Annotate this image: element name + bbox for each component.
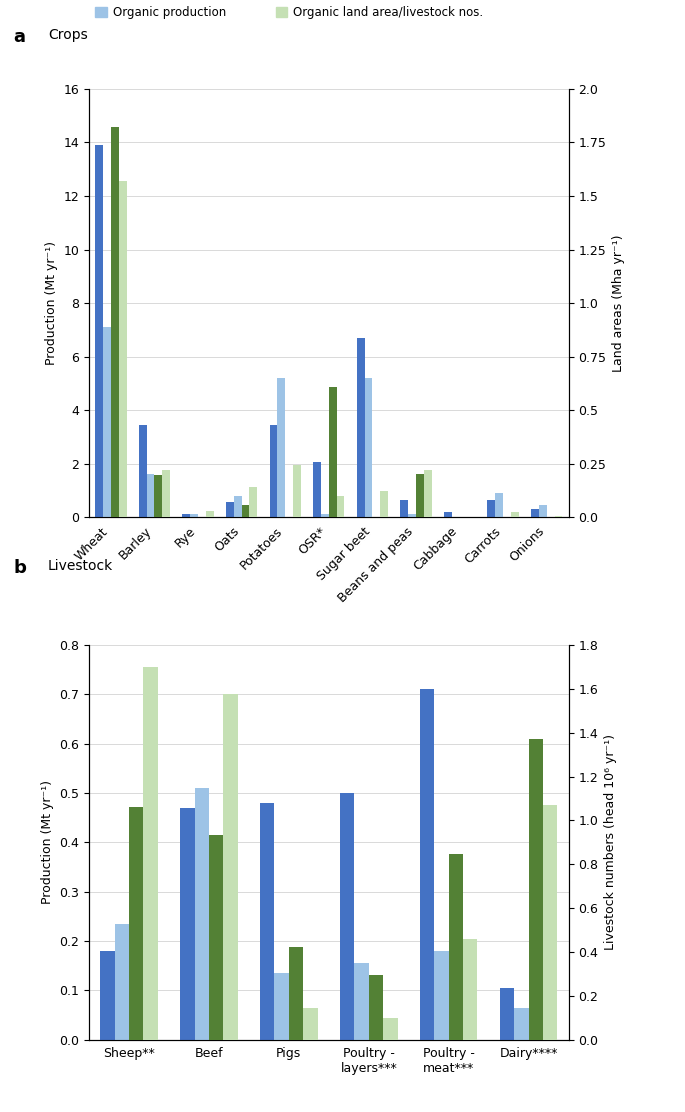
Bar: [289, 946, 303, 1040]
Bar: [234, 496, 242, 517]
Bar: [103, 327, 111, 517]
Bar: [420, 689, 434, 1040]
Bar: [147, 474, 154, 517]
Bar: [340, 793, 354, 1040]
Bar: [226, 503, 234, 517]
Bar: [206, 510, 214, 517]
Bar: [416, 474, 424, 517]
Bar: [531, 509, 539, 517]
Bar: [511, 512, 519, 517]
Bar: [275, 973, 289, 1040]
Bar: [500, 987, 514, 1040]
Bar: [293, 465, 301, 517]
Y-axis label: Livestock numbers (head 10⁶ yr⁻¹): Livestock numbers (head 10⁶ yr⁻¹): [604, 734, 616, 951]
Bar: [488, 499, 495, 517]
Bar: [114, 924, 129, 1040]
Bar: [555, 516, 562, 517]
Text: Livestock: Livestock: [48, 559, 113, 574]
Bar: [383, 1017, 397, 1040]
Bar: [143, 667, 158, 1040]
Bar: [162, 470, 170, 517]
Bar: [95, 146, 103, 517]
Bar: [543, 805, 558, 1040]
Bar: [209, 835, 223, 1040]
Bar: [329, 387, 336, 517]
Bar: [514, 1007, 529, 1040]
Bar: [444, 512, 451, 517]
Bar: [539, 505, 547, 517]
Bar: [182, 515, 190, 517]
Bar: [249, 487, 258, 517]
Bar: [449, 854, 463, 1040]
Bar: [223, 694, 238, 1040]
Text: b: b: [14, 559, 27, 577]
Bar: [190, 515, 198, 517]
Bar: [463, 939, 477, 1040]
Bar: [495, 493, 503, 517]
Bar: [364, 378, 373, 517]
Bar: [242, 505, 249, 517]
Bar: [313, 463, 321, 517]
Bar: [380, 492, 388, 517]
Bar: [424, 470, 432, 517]
Bar: [260, 803, 275, 1040]
Bar: [336, 496, 345, 517]
Bar: [321, 515, 329, 517]
Bar: [357, 338, 364, 517]
Bar: [195, 788, 209, 1040]
Y-axis label: Production (Mt yr⁻¹): Production (Mt yr⁻¹): [45, 241, 58, 365]
Bar: [100, 951, 114, 1040]
Text: Crops: Crops: [48, 28, 88, 42]
Bar: [180, 807, 195, 1040]
Legend: Conventional production, Organic production, Conventional land area/livestock no: Conventional production, Organic product…: [95, 0, 515, 19]
Bar: [154, 475, 162, 517]
Bar: [354, 963, 369, 1040]
Bar: [529, 739, 543, 1040]
Text: a: a: [14, 28, 26, 46]
Bar: [129, 807, 143, 1040]
Bar: [434, 951, 449, 1040]
Bar: [277, 378, 285, 517]
Y-axis label: Land areas (Mha yr⁻¹): Land areas (Mha yr⁻¹): [612, 235, 625, 371]
Y-axis label: Production (Mt yr⁻¹): Production (Mt yr⁻¹): [41, 781, 53, 904]
Bar: [303, 1007, 318, 1040]
Bar: [111, 128, 119, 517]
Bar: [139, 425, 147, 517]
Bar: [408, 515, 416, 517]
Bar: [119, 181, 127, 517]
Bar: [369, 975, 383, 1040]
Bar: [269, 425, 277, 517]
Bar: [400, 499, 408, 517]
